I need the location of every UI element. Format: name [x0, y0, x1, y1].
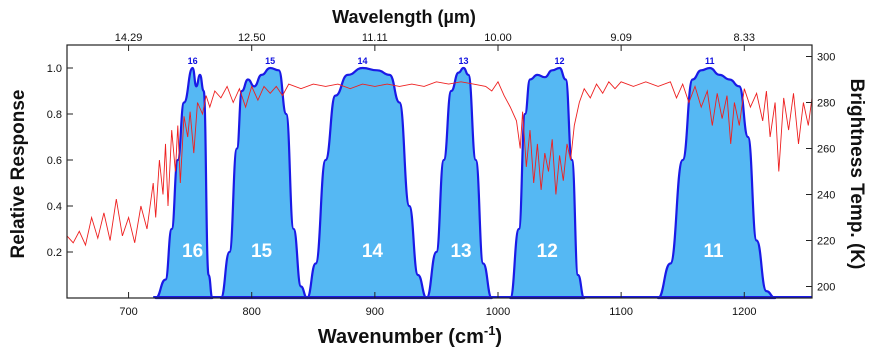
- band-12-area: [509, 66, 586, 300]
- y-tick-label: 0.8: [47, 109, 62, 121]
- band-15-area: [219, 66, 309, 300]
- plot-frame: [66, 44, 813, 299]
- band-14-peak-label: 14: [358, 56, 368, 66]
- y2-tick-label: 300: [817, 52, 835, 64]
- band-13-area: [425, 66, 493, 300]
- band-labels: 16 16 15 15 14 14 13 13 12 12 11 11: [182, 56, 724, 262]
- y-tick-label: 0.2: [47, 247, 62, 259]
- x-tick-label: 700: [119, 306, 137, 318]
- x-tick-label: 1100: [609, 306, 633, 318]
- y2-axis-title: Brightness Temp. (K): [846, 79, 867, 270]
- y-tick-label: 0.4: [47, 201, 62, 213]
- x2-tick-label: 11.11: [362, 32, 388, 44]
- band-16-area: [154, 66, 214, 300]
- x-tick-label: 800: [243, 306, 261, 318]
- band-12-label: 12: [537, 241, 558, 262]
- x-axis: 700 800 900 1000 1100 1200: [119, 292, 757, 318]
- band-11-area: [657, 66, 777, 300]
- x2-tick-label: 10.00: [484, 32, 512, 44]
- y2-tick-label: 280: [817, 98, 835, 110]
- x2-axis-title: Wavelength (µm): [332, 7, 476, 27]
- x-tick-label: 1000: [486, 306, 510, 318]
- x2-tick-label: 8.33: [734, 32, 755, 44]
- y-tick-label: 1.0: [47, 63, 62, 75]
- y2-tick-label: 260: [817, 144, 835, 156]
- band-14-area: [306, 66, 428, 300]
- y-axis-title: Relative Response: [8, 90, 29, 259]
- band-14-label: 14: [362, 241, 384, 262]
- band-16-peak-label: 16: [188, 56, 198, 66]
- band-12-peak-label: 12: [555, 56, 565, 66]
- x2-tick-label: 14.29: [115, 32, 143, 44]
- y2-axis: 200 220 240 260 280 300: [806, 52, 835, 294]
- x-tick-label: 900: [366, 306, 384, 318]
- band-16-label: 16: [182, 241, 203, 262]
- x2-tick-label: 9.09: [610, 32, 631, 44]
- band-13-label: 13: [450, 241, 471, 262]
- y2-tick-label: 200: [817, 282, 835, 294]
- band-15-label: 15: [251, 241, 273, 262]
- x-axis-title: Wavenumber (cm-1): [318, 323, 502, 348]
- x-tick-label: 1200: [732, 306, 756, 318]
- plot-area: [66, 66, 813, 300]
- y2-tick-label: 240: [817, 190, 835, 202]
- x-axis-title-superscript: -1: [484, 323, 496, 338]
- brightness-temp-line: [66, 80, 813, 247]
- y-axis: 0.2 0.4 0.6 0.8 1.0: [47, 63, 73, 259]
- band-11-label: 11: [703, 241, 724, 262]
- band-11-peak-label: 11: [705, 56, 715, 66]
- y2-tick-label: 220: [817, 236, 835, 248]
- y-tick-label: 0.6: [47, 155, 62, 167]
- x2-axis: 14.29 12.50 11.11 10.00 9.09 8.33: [115, 32, 755, 51]
- band-13-peak-label: 13: [459, 56, 469, 66]
- x2-tick-label: 12.50: [238, 32, 266, 44]
- band-15-peak-label: 15: [265, 56, 275, 66]
